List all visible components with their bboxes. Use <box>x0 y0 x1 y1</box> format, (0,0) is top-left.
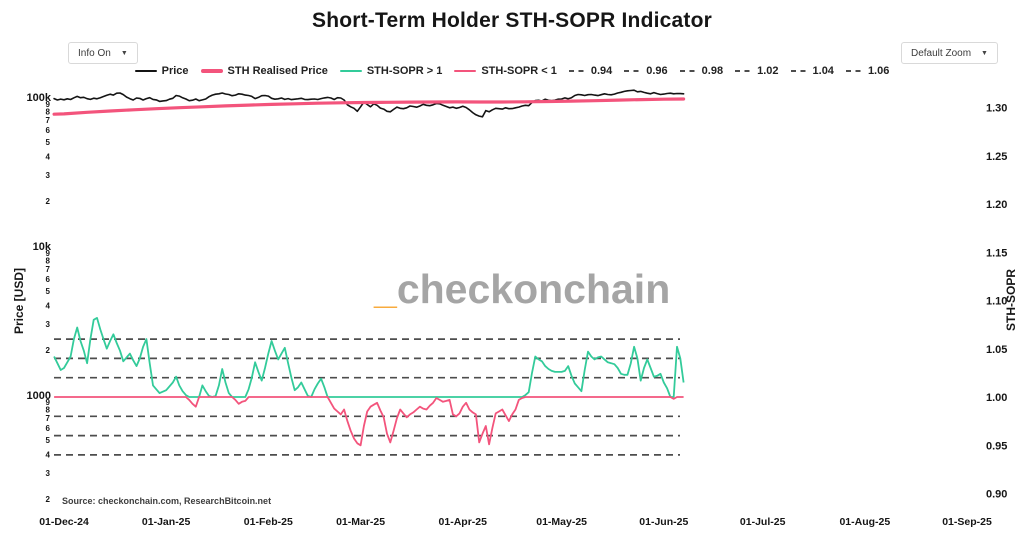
legend-swatch <box>624 69 642 73</box>
price-line <box>53 89 685 118</box>
left-axis-minor-tick: 2 <box>46 346 51 355</box>
left-axis-minor-tick: 6 <box>46 275 51 284</box>
legend-label: STH Realised Price <box>227 65 328 77</box>
x-axis-tick: 01-Jun-25 <box>639 516 688 528</box>
legend-label: Price <box>161 65 189 77</box>
legend-swatch <box>790 69 808 73</box>
legend-item-1.06[interactable]: 1.06 <box>845 65 890 77</box>
legend-swatch <box>568 69 586 73</box>
legend-label: STH-SOPR < 1 <box>481 65 557 77</box>
left-axis-minor-tick: 8 <box>46 405 51 414</box>
left-axis-minor-tick: 7 <box>46 116 51 125</box>
left-axis-minor-tick: 4 <box>46 152 51 161</box>
left-axis-minor-tick: 8 <box>46 256 51 265</box>
legend-label: 1.04 <box>812 65 834 77</box>
legend-label: 1.06 <box>867 65 890 77</box>
right-axis-tick: 1.10 <box>986 296 1007 308</box>
x-axis-tick: 01-May-25 <box>536 516 587 528</box>
legend-swatch <box>679 69 697 73</box>
legend-label: STH-SOPR > 1 <box>366 65 443 77</box>
sopr-below-1-line <box>54 396 684 447</box>
left-axis-minor-tick: 5 <box>46 436 51 445</box>
left-axis-minor-tick: 7 <box>46 265 51 274</box>
left-axis-major-tick: 10k <box>33 241 52 253</box>
watermark-text: checkonchain <box>396 266 671 312</box>
left-axis-minor-tick: 7 <box>46 414 51 423</box>
x-axis-tick: 01-Sep-25 <box>942 516 992 528</box>
legend-swatch <box>735 69 753 73</box>
x-axis-tick: 01-Mar-25 <box>336 516 385 528</box>
legend-item-1.04[interactable]: 1.04 <box>790 65 834 77</box>
legend-item-price[interactable]: Price <box>134 65 189 77</box>
legend-item-0.96[interactable]: 0.96 <box>624 65 668 77</box>
caret-down-icon: ▼ <box>120 49 128 57</box>
left-axis-minor-tick: 9 <box>46 249 51 258</box>
info-dropdown[interactable]: Info On ▼ <box>68 42 138 64</box>
x-axis-tick: 01-Feb-25 <box>244 516 293 528</box>
zoom-preset-dropdown-label: Default Zoom <box>911 47 972 59</box>
left-axis-minor-tick: 2 <box>46 197 51 206</box>
legend-swatch <box>134 70 157 72</box>
source-note: Source: checkonchain.com, ResearchBitcoi… <box>62 496 272 506</box>
right-axis-tick: 0.95 <box>986 440 1007 452</box>
right-axis-tick: 1.25 <box>986 151 1007 163</box>
left-axis-major-tick: 100k <box>27 92 52 104</box>
left-axis-minor-tick: 4 <box>46 450 51 459</box>
right-axis-tick: 1.20 <box>986 199 1007 211</box>
right-axis-tick: 0.90 <box>986 489 1007 501</box>
left-axis-minor-tick: 5 <box>46 287 51 296</box>
right-axis-tick: 1.00 <box>986 392 1007 404</box>
left-axis-minor-tick: 2 <box>46 495 51 504</box>
info-dropdown-label: Info On <box>78 47 111 59</box>
legend-item-sth-realised-price[interactable]: STH Realised Price <box>200 65 328 77</box>
legend-label: 0.94 <box>590 65 613 77</box>
left-axis-minor-tick: 3 <box>46 469 51 478</box>
legend-label: 0.96 <box>646 65 668 77</box>
left-axis-minor-tick: 8 <box>46 107 51 116</box>
watermark-underscore: _ <box>374 266 397 312</box>
zoom-preset-dropdown[interactable]: Default Zoom ▼ <box>901 42 998 64</box>
legend-swatch <box>200 69 223 73</box>
legend-item-0.94[interactable]: 0.94 <box>568 65 613 77</box>
left-axis-minor-tick: 9 <box>46 398 51 407</box>
left-axis-minor-tick: 9 <box>46 100 51 109</box>
legend-label: 0.98 <box>701 65 724 77</box>
legend-item-1.02[interactable]: 1.02 <box>735 65 779 77</box>
right-axis-tick: 1.15 <box>986 247 1007 259</box>
legend-swatch <box>339 70 362 72</box>
left-axis-major-tick: 1000 <box>27 390 51 402</box>
x-axis-tick: 01-Jan-25 <box>142 516 191 528</box>
legend-swatch <box>845 69 863 73</box>
checkonchain-watermark: _checkonchain <box>374 266 670 313</box>
sopr-above-1-line <box>53 317 685 398</box>
legend-item-0.98[interactable]: 0.98 <box>679 65 724 77</box>
right-axis-tick: 1.05 <box>986 344 1007 356</box>
left-axis-minor-tick: 3 <box>46 171 51 180</box>
legend-label: 1.02 <box>757 65 779 77</box>
caret-down-icon: ▼ <box>981 49 988 57</box>
legend-item-sth-sopr-1[interactable]: STH-SOPR > 1 <box>339 65 443 77</box>
x-axis-tick: 01-Dec-24 <box>39 516 89 528</box>
left-axis-minor-tick: 3 <box>46 320 51 329</box>
right-axis-tick: 1.30 <box>986 103 1007 115</box>
sth-realised-price-line <box>52 97 686 116</box>
legend-swatch <box>454 70 477 72</box>
legend-item-sth-sopr-1[interactable]: STH-SOPR < 1 <box>454 65 557 77</box>
chart-title: Short-Term Holder STH-SOPR Indicator <box>311 9 712 32</box>
x-axis-tick: 01-Jul-25 <box>740 516 786 528</box>
left-axis-minor-tick: 4 <box>46 301 51 310</box>
legend: Price STH Realised Price STH-SOPR > 1 STH-S… <box>0 63 1024 79</box>
left-axis-minor-tick: 5 <box>46 138 51 147</box>
x-axis-tick: 01-Apr-25 <box>439 516 488 528</box>
left-axis-minor-tick: 6 <box>46 126 51 135</box>
left-axis-minor-tick: 6 <box>46 424 51 433</box>
x-axis-tick: 01-Aug-25 <box>839 516 890 528</box>
